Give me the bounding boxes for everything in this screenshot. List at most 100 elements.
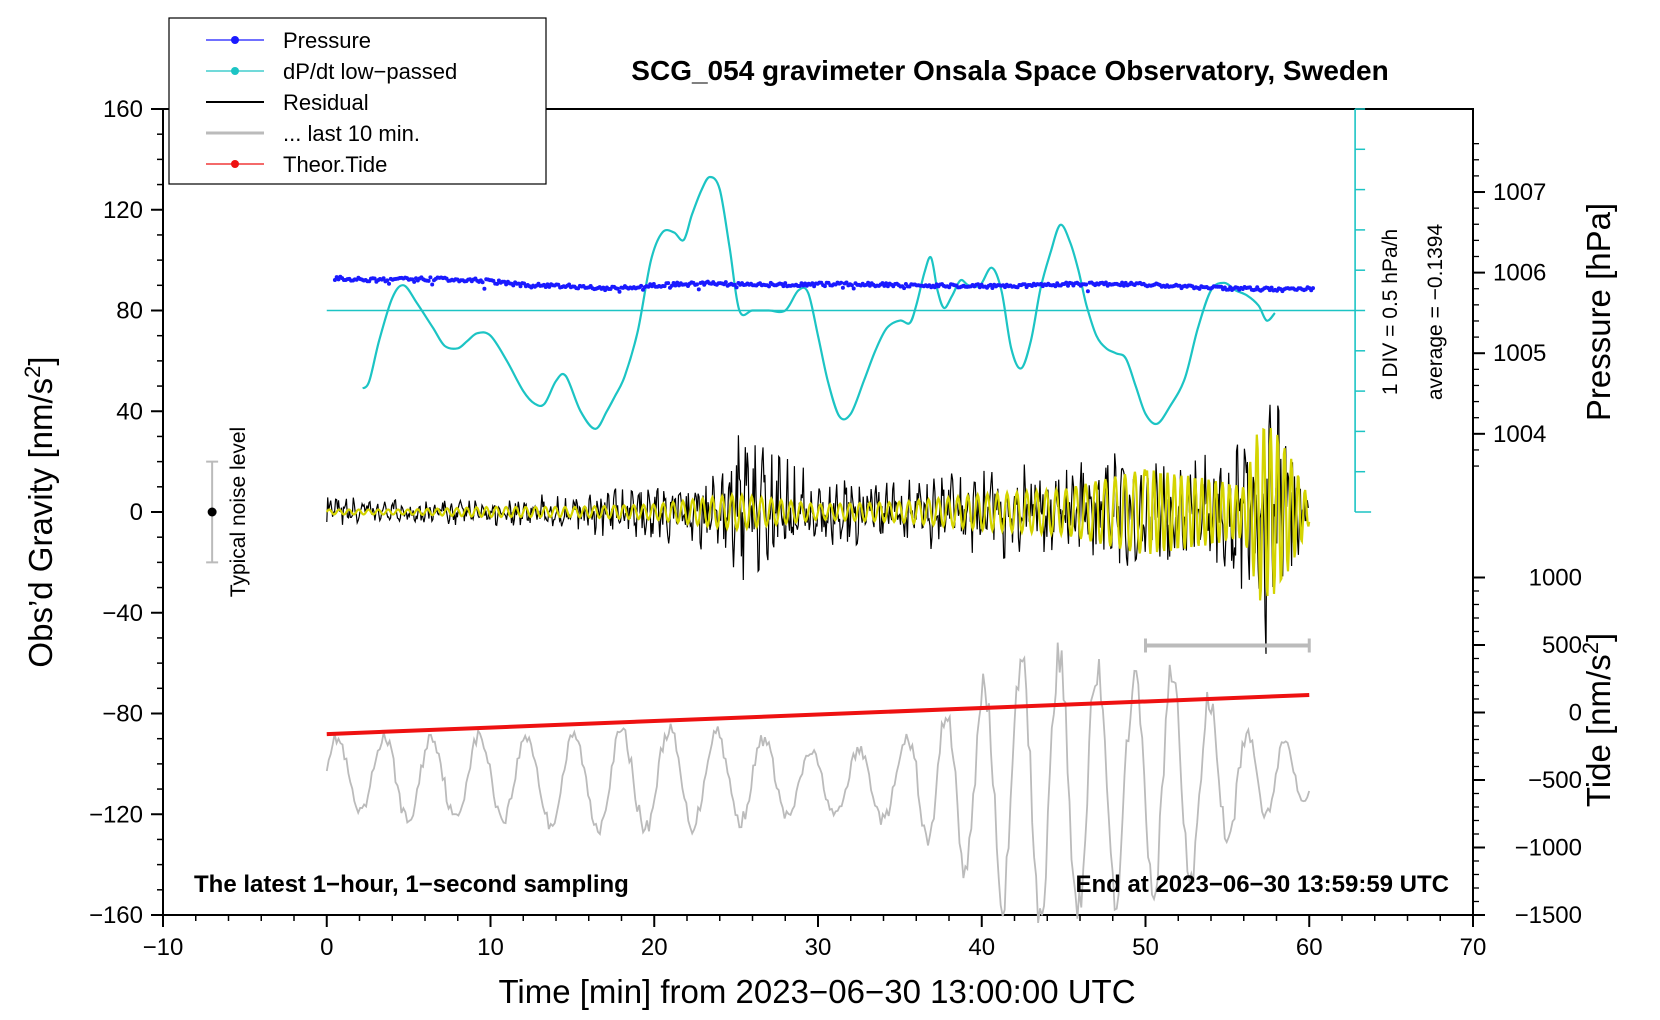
x-tick-label: −10 (143, 934, 184, 961)
legend-label: Theor.Tide (283, 152, 387, 177)
pressure-point (428, 275, 433, 280)
pressure-point (866, 280, 871, 285)
pressure-point (1022, 282, 1027, 287)
legend-label: dP/dt low−passed (283, 59, 457, 84)
residual-smoothed-series (325, 427, 1311, 601)
tide-tick-label: 0 (1569, 699, 1582, 726)
pressure-point (639, 283, 644, 288)
y-axis-ticks: −160 −120 −80 −40 0 40 80 120 160 (89, 96, 163, 929)
dpdt-line (361, 175, 1276, 431)
pressure-point (1120, 280, 1125, 285)
tide-axis-title-text: Tide [nm/s (1580, 654, 1617, 807)
pressure-point (430, 282, 435, 287)
pressure-point (495, 281, 500, 286)
pressure-tick-label: 1007 (1493, 179, 1546, 206)
chart-title: SCG_054 gravimeter Onsala Space Observat… (631, 55, 1388, 86)
tide-axis-title-close: ] (1580, 633, 1617, 642)
dpdt-average-label: average = −0.1394 (1424, 224, 1447, 401)
pressure-point (1066, 283, 1070, 288)
pressure-point (695, 282, 699, 287)
pressure-point (615, 286, 620, 291)
pressure-point (1121, 283, 1126, 288)
end-time-annotation: End at 2023−06−30 13:59:59 UTC (1075, 871, 1449, 898)
y-tick-label: −120 (89, 801, 143, 828)
legend-label: ... last 10 min. (283, 121, 420, 146)
tide-line (326, 692, 1310, 737)
pressure-point (426, 278, 431, 283)
y-tick-label: −80 (102, 701, 143, 728)
pressure-point (385, 278, 390, 283)
y-tick-label: −40 (102, 600, 143, 627)
pressure-point (851, 286, 856, 291)
x-tick-label: 70 (1460, 934, 1487, 961)
pressure-series (332, 274, 1315, 294)
legend-label: Residual (283, 90, 369, 115)
pressure-point (387, 281, 391, 286)
pressure-point (767, 284, 771, 289)
x-tick-label: 10 (477, 934, 504, 961)
pressure-point (976, 282, 980, 287)
legend: Pressure dP/dt low−passed Residual ... last… (168, 17, 547, 185)
y-tick-label: −160 (89, 902, 143, 929)
pressure-point (1311, 286, 1315, 291)
theoretical-tide-series (326, 692, 1310, 737)
x-tick-label: 50 (1132, 934, 1159, 961)
pressure-point (673, 283, 678, 288)
pressure-tick-label: 1004 (1493, 421, 1546, 448)
pressure-point (482, 286, 487, 291)
pressure-point (810, 281, 815, 286)
pressure-point (412, 279, 417, 284)
y-tick-label: 120 (103, 197, 143, 224)
x-tick-label: 40 (968, 934, 995, 961)
tide-tick-label: 500 (1542, 632, 1582, 659)
sampling-annotation: The latest 1−hour, 1−second sampling (194, 871, 629, 898)
pressure-point (1269, 285, 1274, 290)
pressure-point (511, 283, 516, 288)
pressure-point (1053, 284, 1058, 289)
pressure-point (781, 284, 786, 289)
last-10-min-line (325, 642, 1311, 924)
pressure-point (783, 281, 788, 286)
pressure-point (518, 284, 523, 289)
x-axis-ticks: −10 0 10 20 30 40 50 60 70 (143, 915, 1487, 961)
pressure-point (840, 285, 845, 290)
pressure-point (822, 284, 827, 289)
legend-marker (231, 36, 239, 44)
y-axis-title-close: ] (22, 356, 59, 365)
y-tick-label: 80 (116, 298, 143, 325)
pressure-point (849, 283, 854, 288)
y-tick-label: 160 (103, 96, 143, 123)
y-axis-title: Obs’d Gravity [nm/s2] (20, 356, 60, 667)
pressure-point (381, 276, 386, 281)
dpdt-scale-bar (1354, 108, 1372, 513)
residual-series (326, 404, 1309, 654)
tide-tick-label: −1500 (1515, 902, 1582, 929)
legend-marker (231, 67, 239, 75)
noise-bar-center-dot (207, 507, 217, 517)
pressure-point (1064, 280, 1069, 285)
legend-label: Pressure (283, 28, 371, 53)
residual-smoothed-line (325, 427, 1311, 601)
last-10-min-range-bar (1144, 638, 1311, 653)
pressure-point (844, 280, 849, 285)
pressure-point (372, 276, 377, 281)
tide-axis-title-squared: 2 (1578, 642, 1603, 654)
pressure-point (617, 289, 622, 294)
dpdt-scale-label: 1 DIV = 0.5 hPa/h (1379, 229, 1402, 395)
tide-axis-title: Tide [nm/s2] (1578, 633, 1618, 807)
legend-marker (231, 160, 239, 168)
noise-level-label: Typical noise level (227, 427, 250, 597)
pressure-point (696, 287, 701, 292)
pressure-point (902, 286, 907, 291)
pressure-point (332, 278, 337, 282)
noise-level-bar (206, 460, 219, 564)
pressure-point (666, 281, 671, 286)
pressure-point (947, 285, 952, 290)
x-tick-label: 0 (320, 934, 333, 961)
last-10-min-series (325, 642, 1311, 924)
y-axis-title-squared: 2 (20, 366, 45, 378)
pressure-point (723, 280, 728, 285)
pressure-tick-label: 1005 (1493, 340, 1546, 367)
pressure-point (988, 282, 993, 287)
x-tick-label: 60 (1296, 934, 1323, 961)
